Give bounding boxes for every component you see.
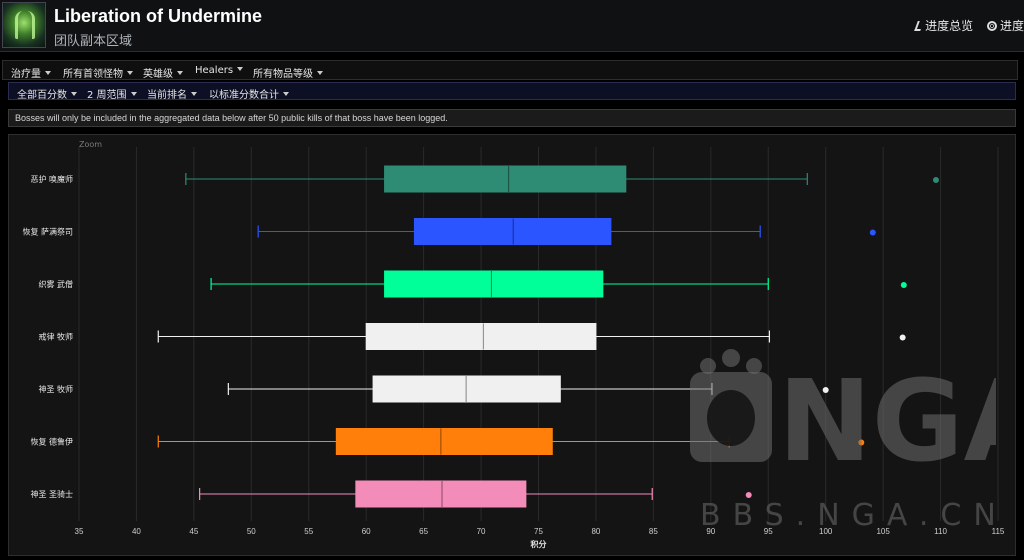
box <box>355 480 527 508</box>
category-label: 恢复 德鲁伊 <box>30 437 73 447</box>
percentile-dropdown-label: 全部百分数 <box>17 90 67 101</box>
difficulty-dropdown-label: 英雄级 <box>143 69 173 80</box>
difficulty-dropdown[interactable]: 英雄级 <box>143 65 183 80</box>
chevron-down-icon <box>237 67 244 71</box>
boss-dropdown[interactable]: 所有首领怪物 <box>63 65 133 80</box>
x-tick-label: 110 <box>934 527 947 536</box>
x-axis-label: 积分 <box>531 539 547 549</box>
raid-zone-icon <box>2 2 46 48</box>
box <box>384 165 627 193</box>
x-tick-label: 80 <box>591 527 600 536</box>
x-tick-label: 35 <box>75 527 84 536</box>
metric-dropdown-label: 治疗量 <box>11 69 41 80</box>
page-header: Liberation of Undermine 团队副本区域 进度总览 进度 <box>0 0 1024 52</box>
box <box>372 375 561 403</box>
x-tick-label: 105 <box>876 527 890 536</box>
percentile-dropdown[interactable]: 全部百分数 <box>17 86 77 101</box>
outlier-point <box>745 492 752 498</box>
x-tick-label: 65 <box>419 527 428 536</box>
x-tick-label: 85 <box>649 527 658 536</box>
item-level-dropdown[interactable]: 所有物品等级 <box>253 65 323 80</box>
page-title: Liberation of Undermine <box>54 6 263 26</box>
chevron-down-icon <box>127 71 133 75</box>
x-tick-label: 90 <box>706 527 715 536</box>
time-range-dropdown-label: 2 周范围 <box>87 90 127 101</box>
x-tick-label: 100 <box>819 527 833 536</box>
watermark-site-text: BBS.NGA.CN <box>700 498 1008 533</box>
notice-banner: Bosses will only be included in the aggr… <box>8 109 1016 127</box>
time-range-dropdown[interactable]: 2 周范围 <box>87 86 137 101</box>
outlier-point <box>900 282 907 288</box>
metric-dropdown[interactable]: 治疗量 <box>11 65 51 80</box>
item-level-dropdown-label: 所有物品等级 <box>253 69 313 80</box>
x-tick-label: 45 <box>189 527 198 536</box>
boss-dropdown-label: 所有首领怪物 <box>63 69 123 80</box>
box <box>335 428 553 455</box>
role-dropdown-label: Healers <box>195 65 234 76</box>
outlier-point <box>899 334 906 341</box>
x-tick-label: 55 <box>304 527 313 536</box>
chevron-down-icon <box>71 92 77 96</box>
chevron-down-icon <box>130 92 137 96</box>
outlier-point <box>932 177 939 183</box>
chevron-down-icon <box>177 71 183 75</box>
ranking-dropdown-label: 当前排名 <box>147 90 187 101</box>
x-tick-label: 60 <box>362 527 371 536</box>
aggregation-dropdown-label: 以标准分数合计 <box>209 90 279 101</box>
outlier-point <box>858 439 865 446</box>
boxplot-chart: Zoom 35 40 45 50 55 60 65 70 75 80 85 90 95 100 105 110… <box>8 134 1016 556</box>
x-tick-label: 50 <box>247 527 256 536</box>
ranking-dropdown[interactable]: 当前排名 <box>147 86 197 101</box>
filter-bar-secondary: 全部百分数 2 周范围 当前排名 以标准分数合计 <box>8 82 1016 101</box>
category-label: 神圣 圣骑士 <box>30 489 73 499</box>
role-dropdown[interactable]: Healers <box>195 65 244 76</box>
category-label: 神圣 牧师 <box>38 384 73 394</box>
progress-overview-label: 进度总览 <box>925 19 974 33</box>
x-tick-label: 40 <box>132 527 141 536</box>
outlier-point <box>822 387 829 393</box>
x-tick-label: 115 <box>992 527 1005 536</box>
zoom-label[interactable]: Zoom <box>79 140 103 149</box>
box <box>384 270 604 298</box>
x-tick-label: 95 <box>764 527 773 536</box>
box <box>413 218 612 245</box>
category-label: 织雾 武僧 <box>38 279 73 289</box>
chevron-down-icon <box>317 71 323 75</box>
progress-overview-link[interactable]: 进度总览 <box>914 19 974 33</box>
chevron-down-icon <box>283 92 289 96</box>
category-label: 恶护 唤魔师 <box>30 174 73 184</box>
category-label: 戒律 牧师 <box>38 332 73 342</box>
chevron-down-icon <box>191 92 197 96</box>
x-tick-label: 70 <box>477 527 486 536</box>
globe-icon <box>986 21 997 31</box>
outlier-point <box>869 229 876 236</box>
aggregation-dropdown[interactable]: 以标准分数合计 <box>209 86 289 101</box>
category-label: 恢复 萨满祭司 <box>22 227 73 237</box>
progress-label: 进度 <box>999 19 1024 33</box>
box <box>365 323 597 350</box>
page-subtitle: 团队副本区域 <box>54 34 133 49</box>
header-links: 进度总览 进度 <box>906 17 1024 34</box>
x-tick-label: 75 <box>534 527 543 536</box>
progress-link[interactable]: 进度 <box>986 19 1024 33</box>
chevron-down-icon <box>45 71 51 75</box>
filter-bar-primary: 治疗量 所有首领怪物 英雄级 Healers 所有物品等级 <box>2 60 1018 80</box>
